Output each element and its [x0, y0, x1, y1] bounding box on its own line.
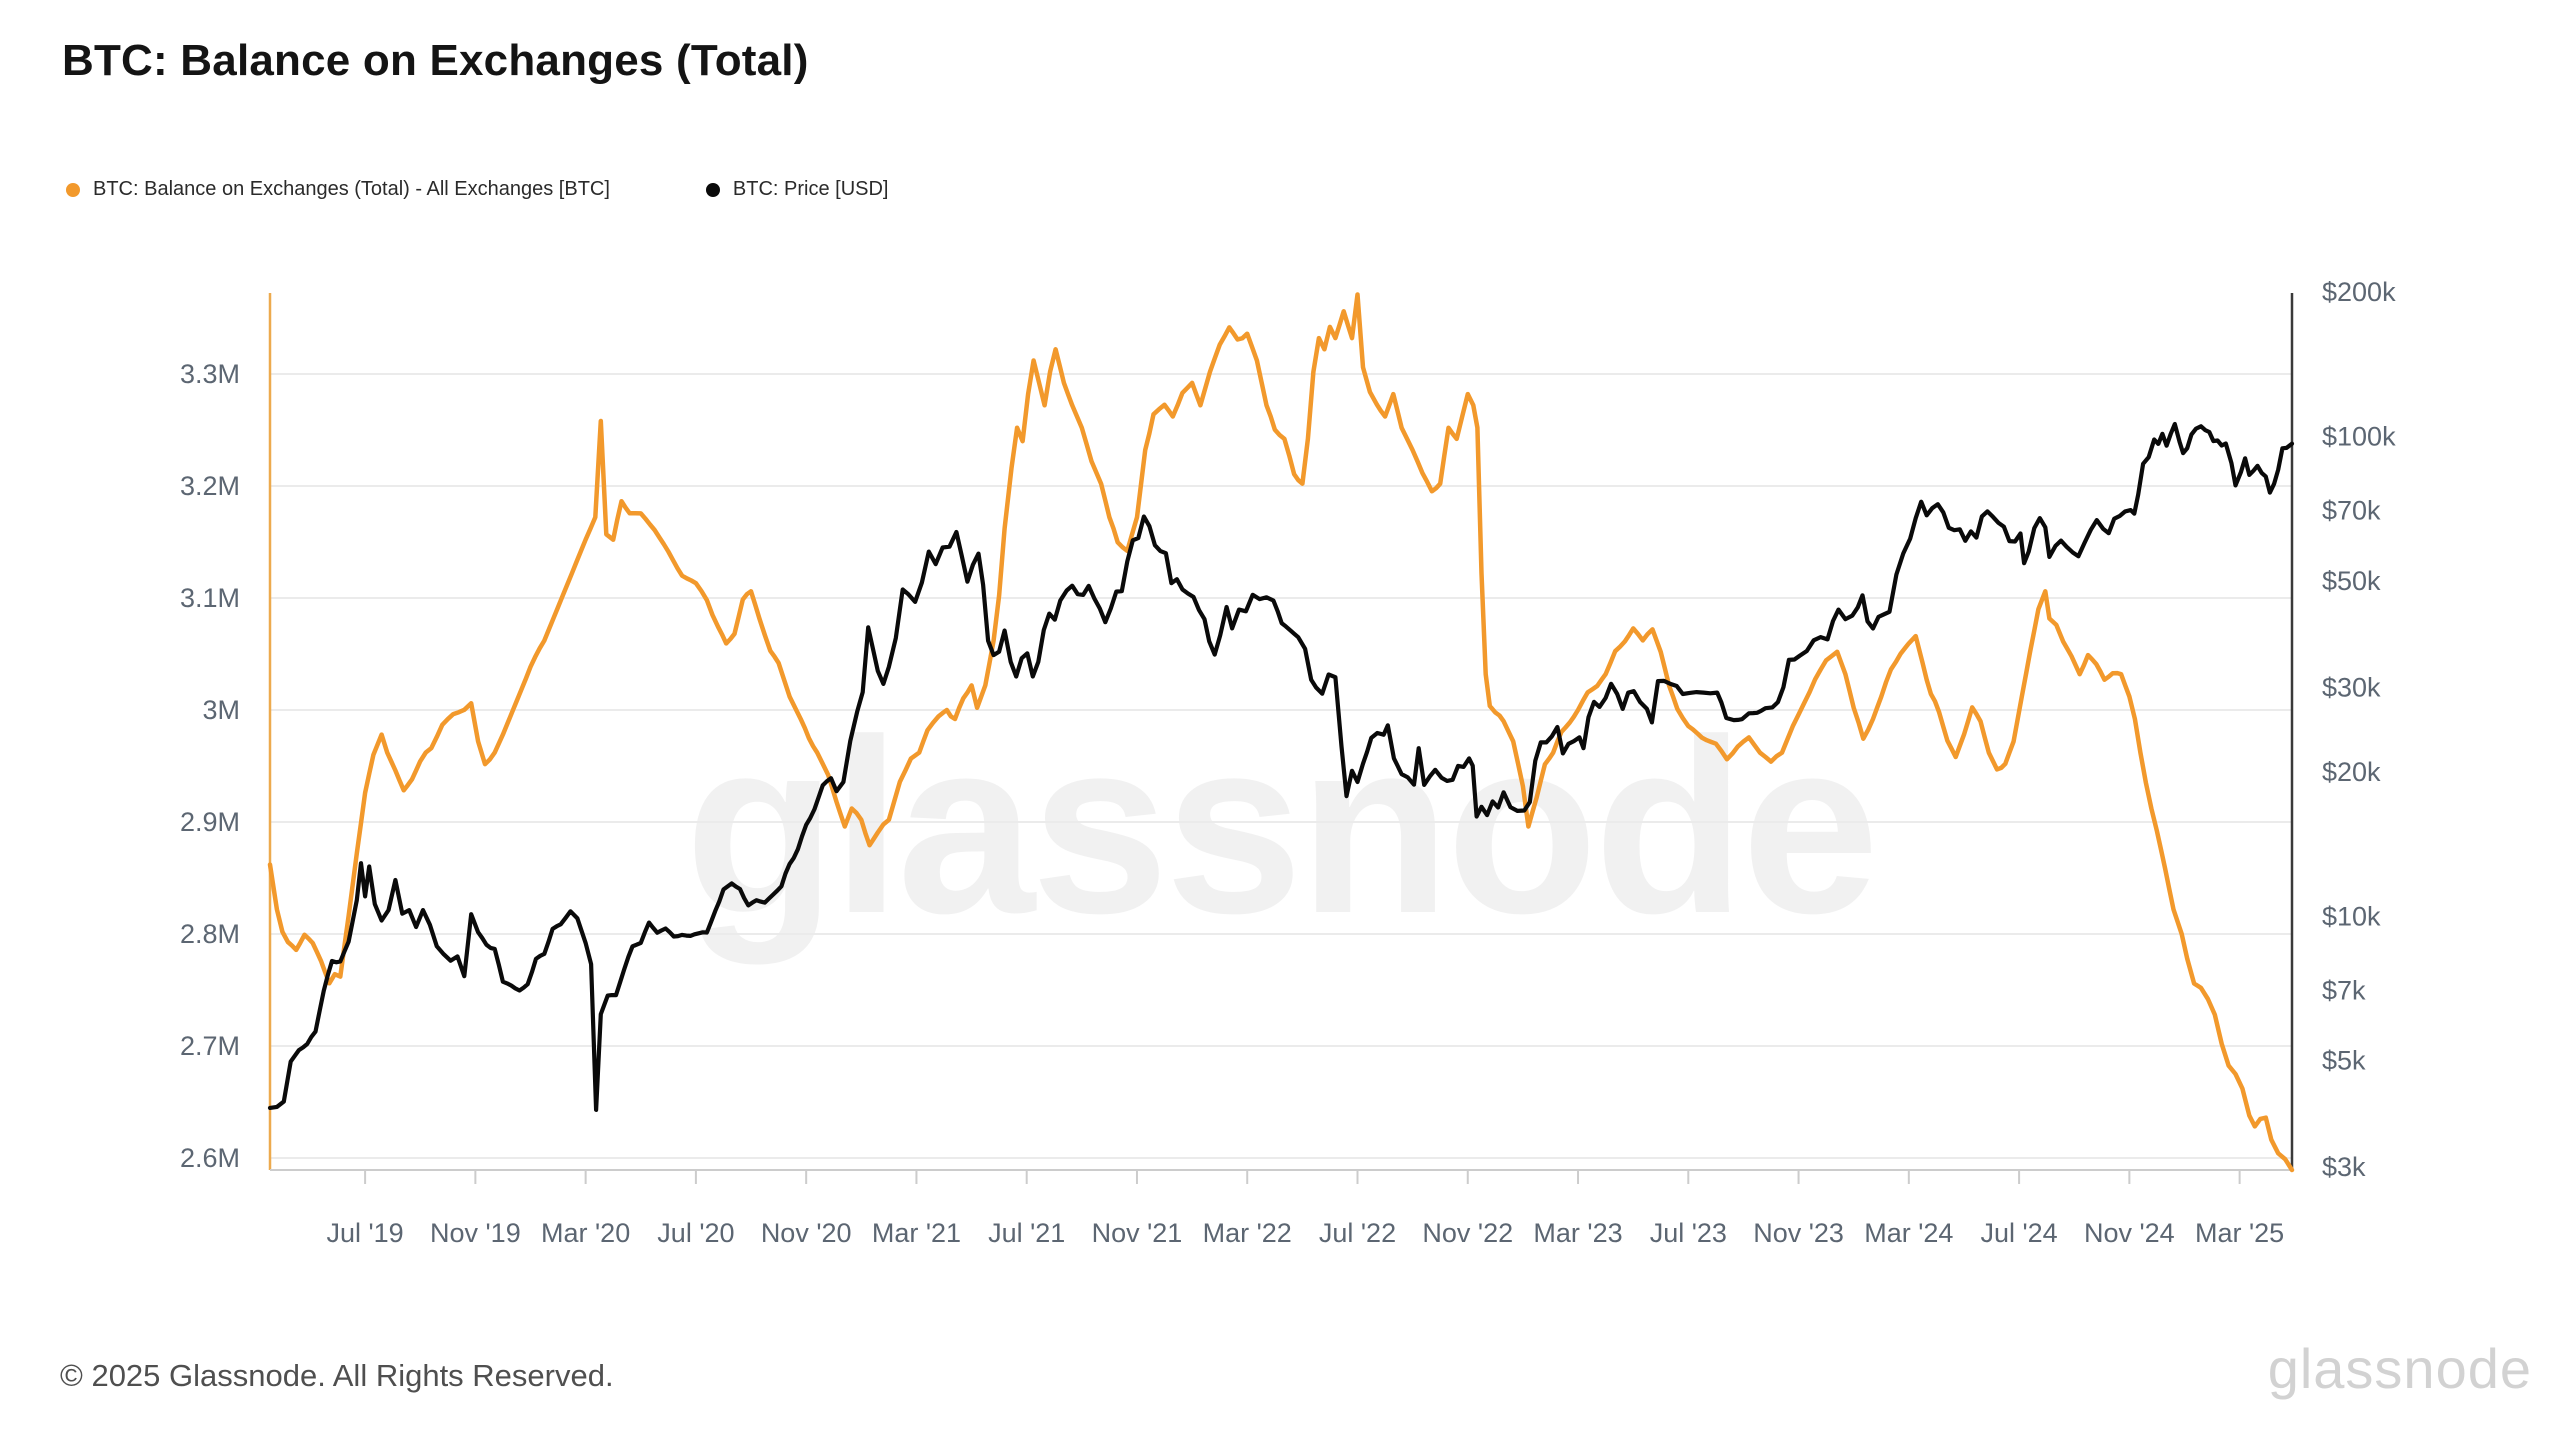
left-axis-tick-label: 2.9M	[180, 807, 240, 837]
legend-dot-icon	[705, 182, 720, 197]
right-axis-tick-label: $10k	[2322, 901, 2381, 931]
x-tick-label: Nov '19	[430, 1218, 521, 1248]
right-axis-tick-label: $100k	[2322, 421, 2396, 451]
legend-item-1[interactable]: BTC: Price [USD]	[705, 178, 889, 201]
x-tick-label: Mar '25	[2195, 1218, 2284, 1248]
left-axis-tick-label: 3M	[202, 695, 240, 725]
right-axis-tick-label: $200k	[2322, 277, 2396, 307]
right-axis-tick-label: $50k	[2322, 566, 2381, 596]
left-axis-tick-label: 2.7M	[180, 1031, 240, 1061]
balance-series-line	[267, 292, 2295, 1173]
x-tick-label: Jul '22	[1319, 1218, 1396, 1248]
x-tick-label: Mar '21	[872, 1218, 961, 1248]
right-axis-tick-label: $30k	[2322, 672, 2381, 702]
left-axis-tick-label: 2.8M	[180, 919, 240, 949]
copyright-text: © 2025 Glassnode. All Rights Reserved.	[60, 1358, 614, 1393]
x-tick-label: Jul '21	[988, 1218, 1065, 1248]
right-axis-tick-label: $5k	[2322, 1046, 2366, 1076]
x-tick-label: Jul '20	[657, 1218, 734, 1248]
x-tick-label: Nov '20	[761, 1218, 852, 1248]
x-tick-label: Nov '24	[2084, 1218, 2175, 1248]
page-title: BTC: Balance on Exchanges (Total)	[62, 36, 809, 85]
right-axis-tick-label: $7k	[2322, 976, 2366, 1006]
legend-item-0[interactable]: BTC: Balance on Exchanges (Total) - All …	[66, 178, 610, 201]
legend-dot-icon	[66, 182, 80, 197]
x-tick-label: Jul '23	[1650, 1218, 1727, 1248]
x-tick-label: Mar '24	[1864, 1218, 1953, 1248]
left-axis-tick-label: 2.6M	[180, 1143, 240, 1173]
x-tick-label: Nov '21	[1092, 1218, 1183, 1248]
right-axis-tick-label: $20k	[2322, 757, 2381, 787]
x-tick-label: Nov '22	[1422, 1218, 1513, 1248]
chart-legend: BTC: Balance on Exchanges (Total) - All …	[66, 178, 888, 201]
legend-label: BTC: Price [USD]	[732, 178, 889, 200]
glassnode-logo: glassnode	[2267, 1337, 2532, 1400]
x-tick-label: Jul '24	[1980, 1218, 2057, 1248]
right-axis-tick-label: $70k	[2322, 496, 2381, 526]
legend-label: BTC: Balance on Exchanges (Total) - All …	[93, 178, 610, 200]
left-axis-tick-label: 3.1M	[180, 583, 240, 613]
right-axis-tick-label: $3k	[2322, 1152, 2366, 1182]
x-tick-label: Mar '22	[1203, 1218, 1292, 1248]
price-series-line	[267, 421, 2295, 1112]
x-tick-label: Nov '23	[1753, 1218, 1844, 1248]
left-axis-tick-label: 3.3M	[180, 359, 240, 389]
x-tick-label: Mar '20	[541, 1218, 630, 1248]
x-tick-label: Jul '19	[327, 1218, 404, 1248]
x-tick-label: Mar '23	[1533, 1218, 1622, 1248]
left-axis-tick-label: 3.2M	[180, 471, 240, 501]
